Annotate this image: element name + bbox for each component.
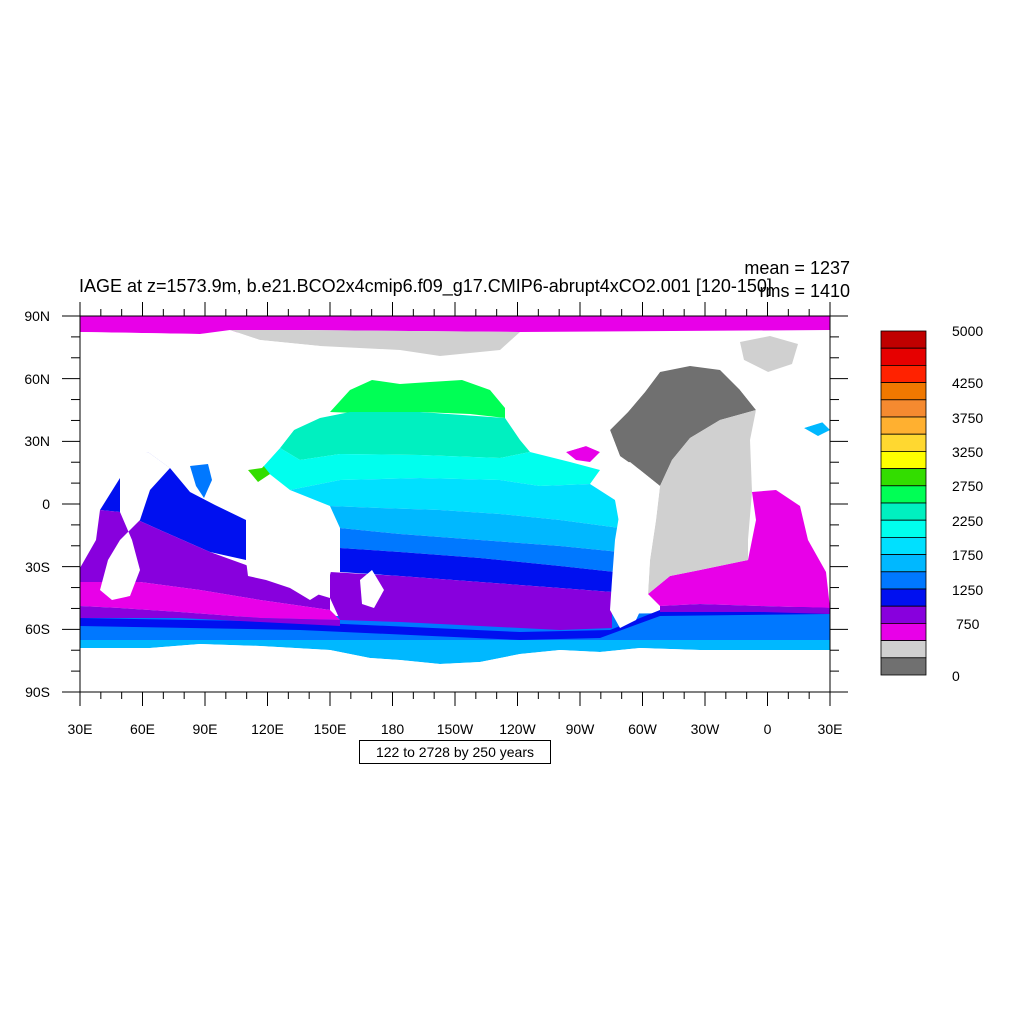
colorbar-swatch [880, 416, 927, 435]
pacific-cyan [262, 448, 600, 490]
y-tick-label: 90N [24, 308, 50, 324]
colorbar-swatch [880, 554, 927, 573]
colorbar-swatch [880, 347, 927, 366]
colorbar-label: 0 [952, 668, 960, 684]
indian-ocean-purple-south [80, 606, 340, 626]
caribbean-patch [566, 446, 600, 462]
southern-ocean-lightblue [80, 640, 830, 664]
colorbar-swatch [880, 623, 927, 642]
x-tick-label: 30E [818, 721, 843, 737]
pacific-darkblue [340, 548, 615, 592]
pacific-purple [330, 572, 612, 630]
south-atlantic-purple [660, 604, 830, 614]
south-america-land [600, 462, 660, 628]
colorbar-swatch [880, 502, 927, 521]
colorbar-label: 3750 [952, 410, 983, 426]
y-tick-label: 30S [25, 559, 50, 575]
colorbar-swatch [880, 657, 927, 676]
colorbar-label: 4250 [952, 375, 983, 391]
y-tick-label: 30N [24, 433, 50, 449]
x-tick-label: 90E [193, 721, 218, 737]
pacific-green [330, 380, 505, 418]
x-tick-labels: 30E 60E 90E 120E 150E 180 150W 120W 90W … [68, 721, 843, 737]
antarctica-land [80, 644, 830, 692]
x-tick-label: 30W [691, 721, 721, 737]
x-tick-label: 90W [566, 721, 596, 737]
x-tick-label: 180 [381, 721, 405, 737]
nordic-seas-lightgray [230, 330, 520, 356]
colorbar-label: 1250 [952, 582, 983, 598]
ocean-field [80, 316, 830, 692]
x-tick-label: 60E [130, 721, 155, 737]
asia-land [80, 330, 330, 470]
north-atlantic-lightgray [648, 410, 756, 594]
colorbar-label: 3250 [952, 444, 983, 460]
south-atlantic-magenta [648, 490, 830, 608]
colorbar-swatch [880, 537, 927, 556]
pacific-aquamarine [280, 412, 530, 460]
colorbar-swatch [880, 399, 927, 418]
contour-info-box: 122 to 2728 by 250 years [359, 740, 551, 764]
north-atlantic-darkgray [610, 366, 756, 486]
plot-title: IAGE at z=1573.9m, b.e21.BCO2x4cmip6.f09… [79, 276, 772, 297]
mean-label: mean = 1237 [744, 258, 850, 278]
colorbar-swatch [880, 640, 927, 659]
pacific-blue [340, 528, 620, 572]
colorbar-swatch [880, 519, 927, 538]
new-zealand-land [360, 570, 384, 608]
y-tick-labels: 90N 60N 30N 0 30S 60S 90S [24, 308, 50, 700]
colorbar-swatch [880, 330, 927, 349]
colorbar-labels: 5000 4250 3750 3250 2750 2250 1750 1250 … [952, 323, 983, 684]
y-tick-label: 60N [24, 371, 50, 387]
mediterranean-patch [804, 422, 830, 436]
colorbar-swatch [880, 485, 927, 504]
y-tick-label: 0 [42, 496, 50, 512]
colorbar-label: 5000 [952, 323, 983, 339]
north-america-land [500, 346, 660, 456]
greenland-sea-lightgray [740, 336, 798, 372]
x-tick-label: 60W [628, 721, 658, 737]
x-tick-label: 150E [314, 721, 347, 737]
y-tick-label: 60S [25, 621, 50, 637]
colorbar [880, 330, 927, 676]
colorbar-label: 750 [956, 616, 980, 632]
x-tick-label: 120E [251, 721, 284, 737]
indian-ocean-magenta [80, 582, 340, 620]
colorbar-label: 2250 [952, 513, 983, 529]
bay-of-bengal [190, 464, 212, 498]
x-tick-label: 150W [437, 721, 474, 737]
africa-land [100, 452, 170, 600]
colorbar-swatch [880, 605, 927, 624]
colorbar-swatch [880, 433, 927, 452]
colorbar-swatch [880, 364, 927, 383]
x-tick-label: 120W [499, 721, 536, 737]
colorbar-swatch [880, 382, 927, 401]
y-tick-label: 90S [25, 684, 50, 700]
rms-label: rms = 1410 [759, 281, 850, 301]
colorbar-swatch [880, 588, 927, 607]
colorbar-label: 2750 [952, 478, 983, 494]
colorbar-swatch [880, 450, 927, 469]
indian-ocean-purple [80, 510, 330, 610]
europe-land [740, 360, 830, 440]
colorbar-label: 1750 [952, 547, 983, 563]
pacific-lightblue [330, 506, 620, 552]
arctic-band [80, 316, 830, 334]
colorbar-swatch [880, 468, 927, 487]
axis-ticks [62, 302, 848, 706]
x-tick-label: 30E [68, 721, 93, 737]
australia-land [246, 512, 334, 600]
x-tick-label: 0 [764, 721, 772, 737]
colorbar-swatch [880, 571, 927, 590]
pacific-skyblue [290, 478, 620, 528]
